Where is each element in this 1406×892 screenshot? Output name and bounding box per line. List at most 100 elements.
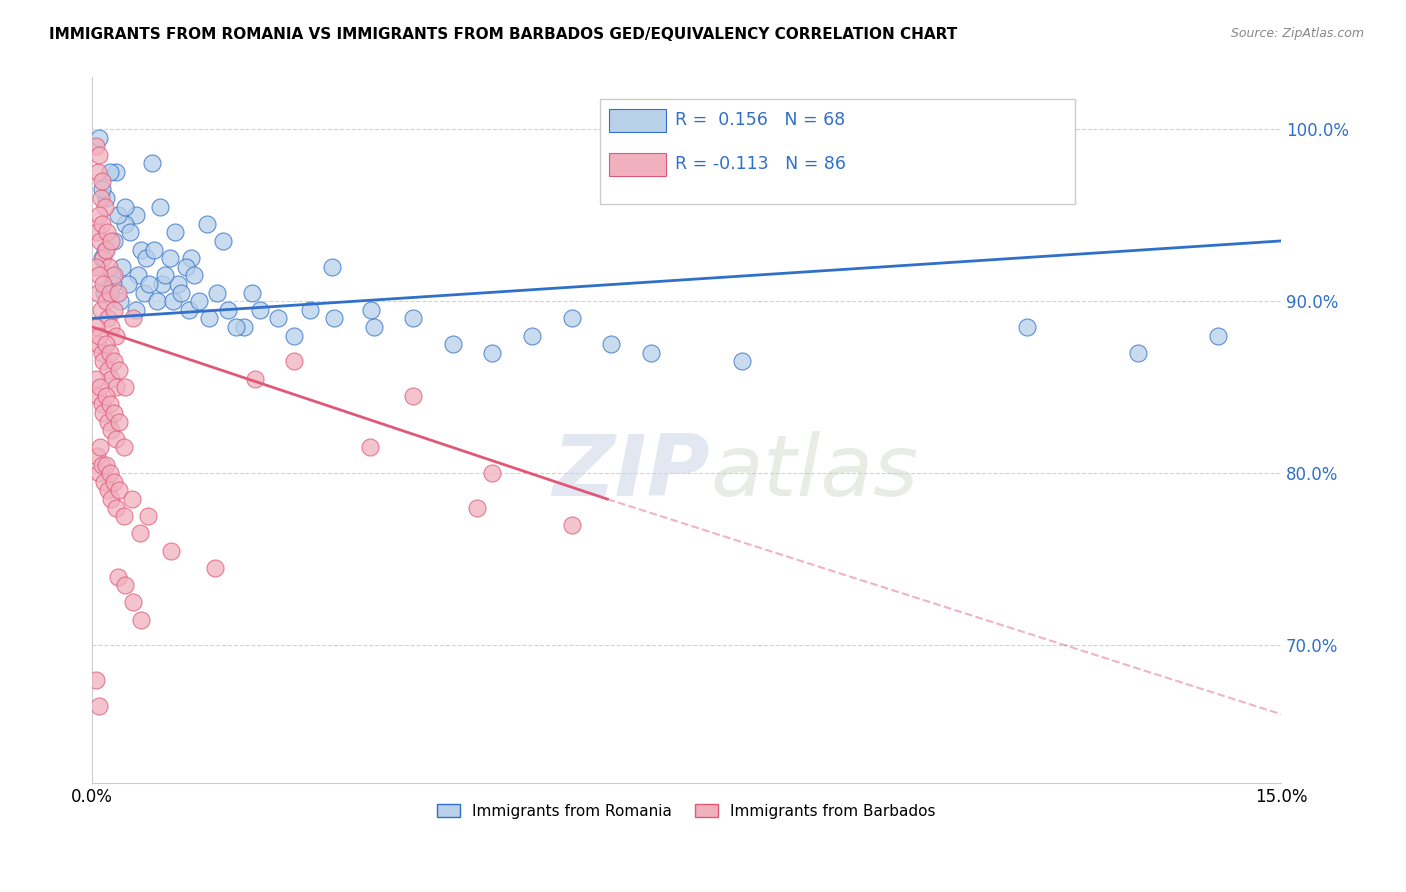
- Point: [207, 285, 229, 300]
- Point: [441, 337, 464, 351]
- Point: [94, 294, 117, 309]
- Point: [100, 423, 122, 437]
- Point: [97, 483, 120, 498]
- Point: [170, 285, 193, 300]
- Text: Source: ZipAtlas.com: Source: ZipAtlas.com: [1230, 27, 1364, 40]
- Point: [89, 148, 111, 162]
- Point: [122, 311, 145, 326]
- Point: [104, 165, 127, 179]
- Point: [107, 208, 129, 222]
- Point: [112, 509, 135, 524]
- Point: [148, 200, 170, 214]
- Point: [100, 320, 122, 334]
- Point: [90, 458, 112, 472]
- Point: [89, 441, 111, 455]
- Point: [89, 380, 111, 394]
- Point: [188, 294, 211, 309]
- Point: [100, 371, 122, 385]
- Point: [165, 225, 187, 239]
- Point: [104, 500, 127, 515]
- Point: [87, 285, 110, 300]
- Point: [132, 285, 155, 300]
- Point: [283, 354, 305, 368]
- Point: [84, 320, 107, 334]
- Point: [160, 543, 183, 558]
- Point: [87, 165, 110, 179]
- Point: [94, 337, 117, 351]
- Point: [90, 182, 112, 196]
- Point: [135, 251, 157, 265]
- Point: [204, 561, 226, 575]
- Point: [150, 277, 173, 291]
- Point: [91, 174, 114, 188]
- Point: [465, 500, 488, 515]
- Point: [114, 380, 136, 394]
- Point: [138, 277, 160, 291]
- Point: [97, 311, 120, 326]
- Point: [87, 698, 110, 713]
- Point: [87, 130, 110, 145]
- Point: [299, 302, 322, 317]
- Point: [731, 354, 754, 368]
- Point: [114, 217, 136, 231]
- Point: [96, 191, 118, 205]
- Point: [86, 225, 108, 239]
- Point: [91, 277, 114, 291]
- Point: [90, 191, 112, 205]
- Point: [520, 328, 543, 343]
- Point: [114, 578, 136, 592]
- Point: [101, 277, 124, 291]
- Point: [108, 363, 131, 377]
- Point: [218, 302, 240, 317]
- Text: R = -0.113   N = 86: R = -0.113 N = 86: [675, 155, 845, 173]
- Point: [103, 406, 125, 420]
- Point: [96, 458, 118, 472]
- Point: [162, 294, 184, 309]
- Bar: [609, 109, 666, 132]
- Point: [87, 337, 110, 351]
- Point: [87, 467, 110, 481]
- Point: [177, 302, 200, 317]
- Point: [363, 320, 385, 334]
- Text: ZIP: ZIP: [553, 431, 710, 514]
- Point: [127, 268, 149, 283]
- Point: [1206, 328, 1229, 343]
- Point: [100, 234, 122, 248]
- Point: [402, 311, 425, 326]
- Point: [103, 302, 125, 317]
- Point: [136, 509, 159, 524]
- Point: [1128, 346, 1150, 360]
- Point: [198, 311, 221, 326]
- Legend: Immigrants from Romania, Immigrants from Barbados: Immigrants from Romania, Immigrants from…: [432, 797, 942, 825]
- Point: [131, 613, 153, 627]
- Point: [321, 260, 343, 274]
- Point: [94, 243, 117, 257]
- Point: [87, 389, 110, 403]
- Point: [84, 139, 107, 153]
- Point: [100, 492, 122, 507]
- Point: [90, 217, 112, 231]
- Text: atlas: atlas: [710, 431, 918, 514]
- Point: [360, 302, 382, 317]
- Bar: [600, 99, 1076, 203]
- Point: [103, 354, 125, 368]
- Point: [243, 371, 266, 385]
- Point: [103, 234, 125, 248]
- Point: [283, 328, 305, 343]
- Point: [600, 337, 623, 351]
- Point: [84, 371, 107, 385]
- Point: [90, 251, 112, 265]
- Point: [402, 389, 425, 403]
- Point: [112, 441, 135, 455]
- Point: [240, 285, 263, 300]
- Point: [108, 483, 131, 498]
- Point: [131, 243, 153, 257]
- Point: [141, 156, 163, 170]
- Point: [103, 475, 125, 489]
- Point: [97, 260, 120, 274]
- Point: [153, 268, 176, 283]
- Point: [481, 467, 503, 481]
- Point: [98, 346, 121, 360]
- Point: [97, 415, 120, 429]
- Point: [143, 243, 166, 257]
